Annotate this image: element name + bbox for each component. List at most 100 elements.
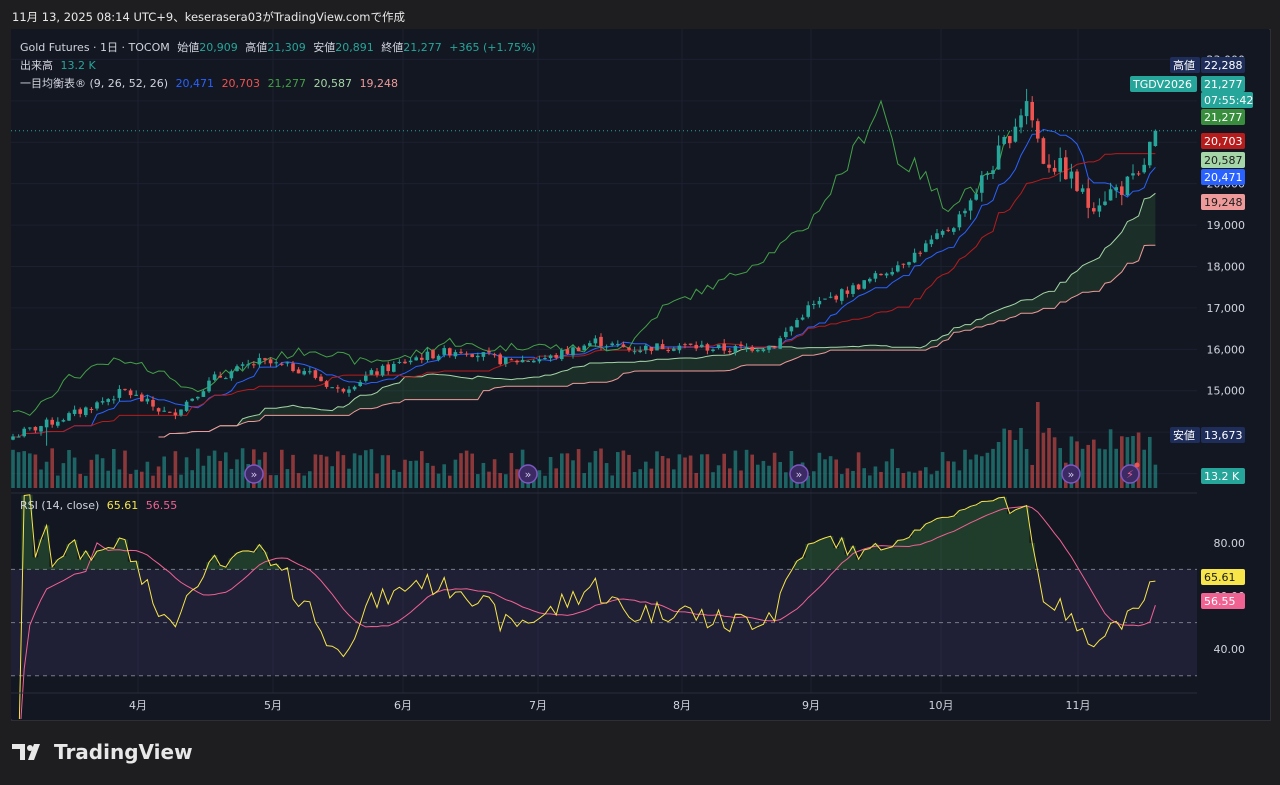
candle-body [873,273,878,279]
volume-bar [705,454,710,488]
rsi-overbought-fill [60,556,67,570]
candle-body [352,386,357,390]
volume-bar [1097,448,1102,488]
volume-bar [996,442,1001,488]
open-value: 20,909 [199,41,238,54]
volume-bar [940,452,945,488]
volume-bar [134,469,138,488]
volume-bar [817,452,822,488]
candle-body [414,357,418,361]
month-label-6[interactable]: 9月 [802,699,820,712]
candle-body [817,300,822,305]
rsi-overbought-fill [928,521,935,570]
month-label-3[interactable]: 6月 [394,699,412,712]
candle-body [772,347,777,349]
dividend-event-glyph: » [251,468,258,481]
candle-body [963,210,967,214]
rsi-overbought-fill [273,563,279,570]
close-label: 終値 [381,41,404,54]
rsi-overbought-fill [934,518,940,570]
candle-body [537,359,542,362]
tradingview-logo[interactable]: TradingView [12,739,193,765]
symbol-legend: Gold Futures · 1日 · TOCOM 始値20,909 高値21,… [20,39,540,55]
candle-body [1008,136,1012,144]
volume-bar [1030,464,1034,488]
candle-body [431,350,435,359]
volume-bar [918,470,922,488]
month-label-2[interactable]: 5月 [264,699,282,712]
symbol-name[interactable]: Gold Futures · 1日 · TOCOM [20,41,170,54]
volume-bar [604,463,609,488]
candle-body [806,305,810,317]
candle-body [1030,101,1034,121]
volume-bar [22,451,26,488]
event-markers[interactable]: » » » » ⚡ [244,462,1140,484]
volume-bar [543,475,547,488]
rsi-overbought-fill [1029,543,1035,570]
rsi-pane [11,494,1197,719]
volume-bar [308,471,312,488]
tenkan-tag: 20,471 [1204,171,1243,184]
candle-body [184,401,189,411]
time-axis[interactable]: 4月 5月 6月 7月 8月 9月 10月 11月 [129,699,1091,712]
tenkan-tag-bg [1201,169,1245,185]
volume-bar [644,461,648,488]
low-tag-label-bg [1170,427,1200,443]
volume-bar [985,452,990,488]
volume-bar [84,475,88,488]
candle-body [207,380,211,392]
volume-bar [1008,430,1012,488]
candle-body [980,175,984,193]
volume-bar [464,450,469,488]
volume-bar [1019,428,1023,488]
volume-bar [33,454,38,488]
rsi-overbought-fill [867,548,873,570]
volume-bar [851,470,855,488]
volume-bar [72,457,77,488]
candle-body [800,317,805,320]
volume-bar [470,453,474,488]
candle-body [173,412,178,416]
month-label-5[interactable]: 8月 [673,699,691,712]
price-tick-label: 18,000 [1207,261,1246,274]
volume-bar [694,472,698,488]
candle-body [375,371,379,375]
volume-bar [784,472,788,488]
rsi-overbought-fill [38,539,44,570]
volume-bar [716,465,721,488]
month-label-7[interactable]: 10月 [929,699,954,712]
ichimoku-label[interactable]: 一目均衡表® (9, 26, 52, 26) [20,77,169,90]
volume-bar [879,471,883,488]
candle-body [554,355,558,358]
rsi-overbought-fill [799,557,806,570]
candle-body [884,273,889,276]
candle-body [1125,176,1130,196]
senkou-b-value: 19,248 [359,77,399,90]
month-label-1[interactable]: 4月 [129,699,147,712]
candle-body [946,229,950,231]
volume-bar [240,448,245,488]
rsi-overbought-fill [850,546,856,570]
month-label-8[interactable]: 11月 [1066,699,1091,712]
month-label-4[interactable]: 7月 [529,699,547,712]
volume-bar [616,452,620,488]
rsi-label[interactable]: RSI (14, close) [20,499,100,512]
high-tag-label-bg [1170,57,1200,73]
price-axis[interactable]: 23,00022,00021,00020,00019,00018,00017,0… [1130,29,1269,719]
price-chart[interactable]: »»»»⚡ 4月 5月 6月 7月 8月 9月 10月 11月 23,00022,00021,… [11,29,1269,719]
volume-bar [683,457,687,488]
rsi-overbought-fill [923,523,929,570]
volume-bar [207,455,211,488]
rsi-overbought-fill [1018,507,1024,570]
candle-body [812,303,816,306]
kijun-tag-bg [1201,133,1245,149]
rsi-overbought-fill [906,537,912,570]
chikou-line [12,99,1011,416]
rsi-overbought-fill [223,567,229,570]
candle-body [1120,186,1124,195]
volume-bar [806,475,810,488]
candle-body [397,361,402,363]
candle-body [78,409,82,414]
rsi-tag: 65.61 [1204,571,1236,584]
volume-label[interactable]: 出来高 [20,59,53,72]
